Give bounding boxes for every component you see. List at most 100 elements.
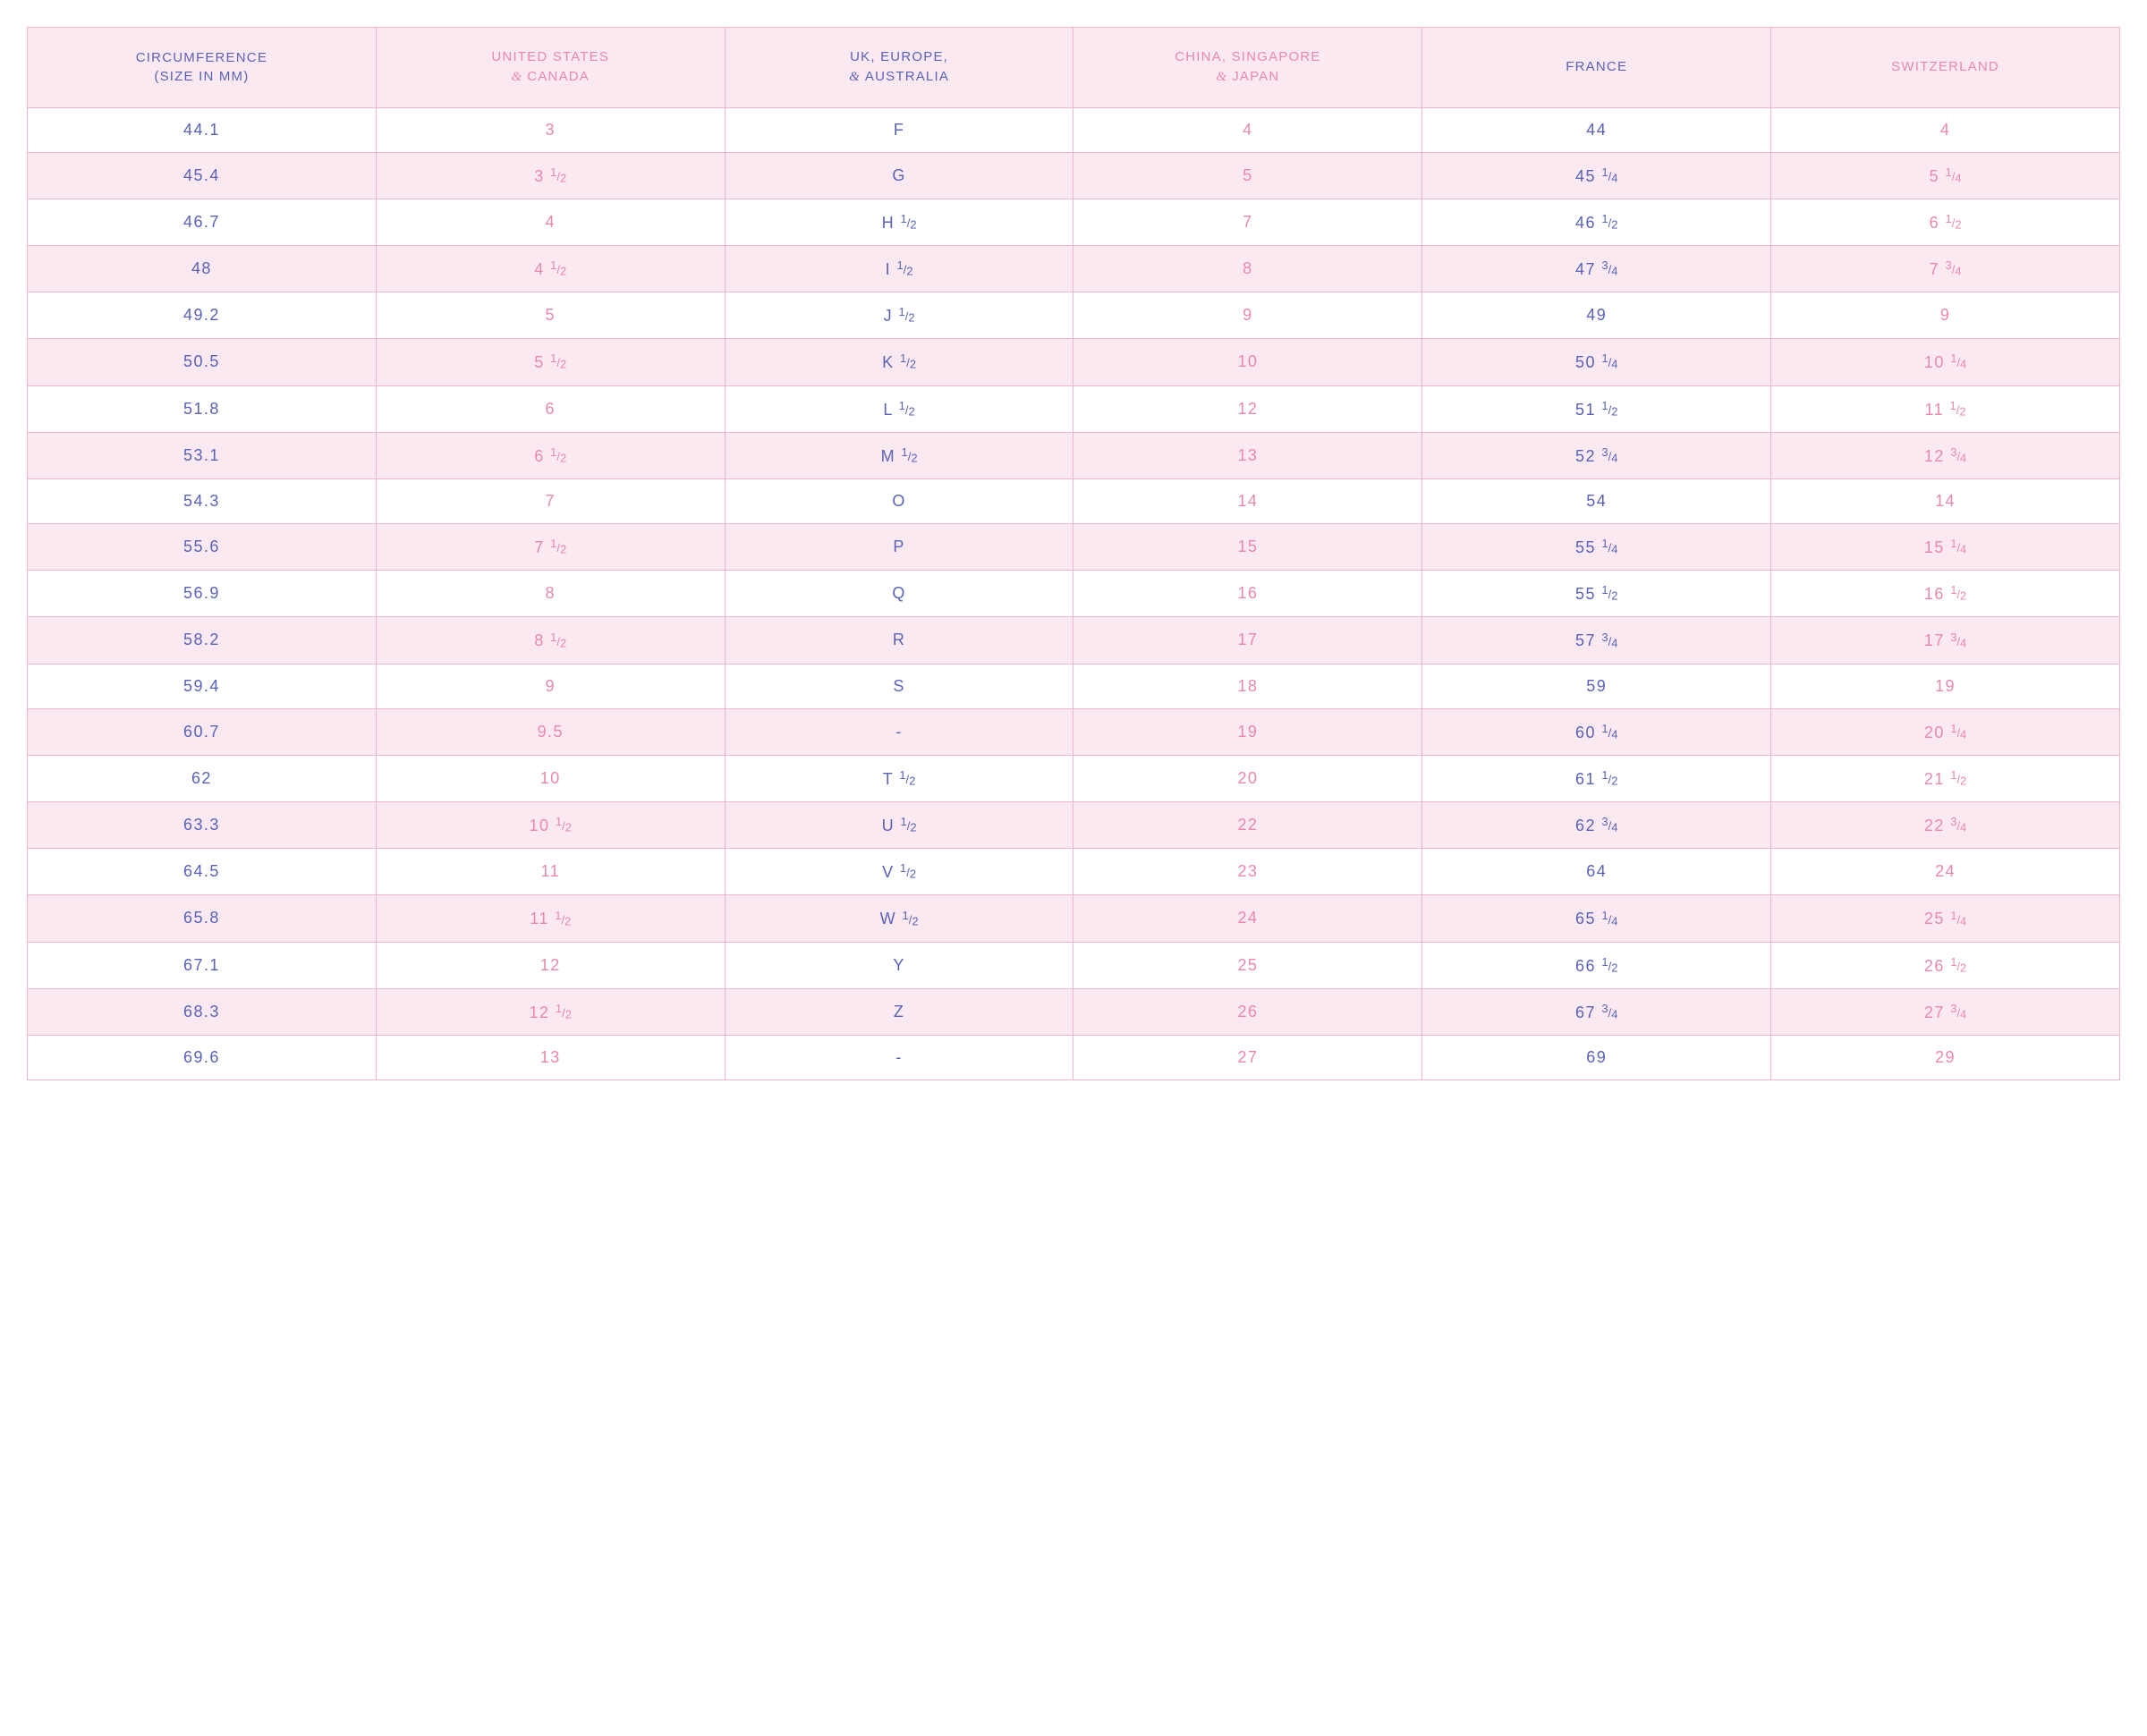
column-header: CIRCUMFERENCE(SIZE IN MM) [28, 28, 377, 108]
table-cell: 61 1/2 [1422, 755, 1771, 801]
table-cell: 7 [376, 478, 725, 523]
table-cell: 9 [1771, 292, 2120, 339]
table-row: 50.55 1/2K 1/21050 1/410 1/4 [28, 339, 2120, 385]
column-header: SWITZERLAND [1771, 28, 2120, 108]
table-cell: 27 [1074, 1035, 1422, 1080]
table-cell: 4 [1074, 107, 1422, 152]
table-cell: 23 [1074, 849, 1422, 895]
table-cell: - [725, 1035, 1074, 1080]
table-cell: 7 [1074, 199, 1422, 245]
table-cell: 9 [1074, 292, 1422, 339]
table-header: CIRCUMFERENCE(SIZE IN MM)UNITED STATES& … [28, 28, 2120, 108]
table-row: 44.13F4444 [28, 107, 2120, 152]
table-cell: 17 [1074, 617, 1422, 664]
table-cell: 14 [1074, 478, 1422, 523]
table-cell: 18 [1074, 664, 1422, 708]
table-cell: 11 1/2 [1771, 385, 2120, 432]
table-cell: S [725, 664, 1074, 708]
table-row: 49.25J 1/29499 [28, 292, 2120, 339]
table-cell: 4 1/2 [376, 245, 725, 292]
table-cell: 29 [1771, 1035, 2120, 1080]
table-cell: W 1/2 [725, 895, 1074, 942]
table-cell: 27 3/4 [1771, 988, 2120, 1035]
column-header: UK, EUROPE,& AUSTRALIA [725, 28, 1074, 108]
table-row: 69.613-276929 [28, 1035, 2120, 1080]
column-header: FRANCE [1422, 28, 1771, 108]
ring-size-table: CIRCUMFERENCE(SIZE IN MM)UNITED STATES& … [27, 27, 2120, 1080]
table-cell: 12 [1074, 385, 1422, 432]
table-cell: U 1/2 [725, 801, 1074, 848]
table-cell: 9 [376, 664, 725, 708]
table-cell: O [725, 478, 1074, 523]
table-row: 6210T 1/22061 1/221 1/2 [28, 755, 2120, 801]
table-cell: 5 1/4 [1771, 152, 2120, 199]
table-cell: 8 [1074, 245, 1422, 292]
table-cell: 49.2 [28, 292, 377, 339]
table-row: 59.49S185919 [28, 664, 2120, 708]
table-cell: Z [725, 988, 1074, 1035]
table-cell: 6 [376, 385, 725, 432]
table-cell: 20 [1074, 755, 1422, 801]
table-cell: 53.1 [28, 432, 377, 478]
table-cell: 3 [376, 107, 725, 152]
table-row: 53.16 1/2M 1/21352 3/412 3/4 [28, 432, 2120, 478]
column-header: CHINA, SINGAPORE& JAPAN [1074, 28, 1422, 108]
table-cell: 10 [1074, 339, 1422, 385]
table-cell: G [725, 152, 1074, 199]
table-cell: 65 1/4 [1422, 895, 1771, 942]
table-cell: 67 3/4 [1422, 988, 1771, 1035]
table-row: 56.98Q1655 1/216 1/2 [28, 571, 2120, 617]
table-cell: 25 [1074, 942, 1422, 988]
table-cell: 22 3/4 [1771, 801, 2120, 848]
table-cell: 47 3/4 [1422, 245, 1771, 292]
table-cell: 9.5 [376, 708, 725, 755]
table-body: 44.13F444445.43 1/2G545 1/45 1/446.74H 1… [28, 107, 2120, 1080]
table-cell: 69 [1422, 1035, 1771, 1080]
table-cell: M 1/2 [725, 432, 1074, 478]
table-row: 60.79.5-1960 1/420 1/4 [28, 708, 2120, 755]
table-row: 484 1/2I 1/2847 3/47 3/4 [28, 245, 2120, 292]
table-row: 45.43 1/2G545 1/45 1/4 [28, 152, 2120, 199]
table-cell: 12 [376, 942, 725, 988]
table-row: 68.312 1/2Z2667 3/427 3/4 [28, 988, 2120, 1035]
table-cell: 66 1/2 [1422, 942, 1771, 988]
table-cell: 15 [1074, 523, 1422, 570]
table-cell: H 1/2 [725, 199, 1074, 245]
table-cell: 44 [1422, 107, 1771, 152]
table-cell: 11 [376, 849, 725, 895]
table-cell: 52 3/4 [1422, 432, 1771, 478]
table-cell: 17 3/4 [1771, 617, 2120, 664]
table-cell: 13 [1074, 432, 1422, 478]
table-cell: 25 1/4 [1771, 895, 2120, 942]
table-row: 55.67 1/2P1555 1/415 1/4 [28, 523, 2120, 570]
table-cell: 7 1/2 [376, 523, 725, 570]
table-cell: 16 [1074, 571, 1422, 617]
table-cell: 60.7 [28, 708, 377, 755]
table-cell: 8 [376, 571, 725, 617]
table-cell: 63.3 [28, 801, 377, 848]
table-cell: K 1/2 [725, 339, 1074, 385]
table-row: 54.37O145414 [28, 478, 2120, 523]
table-cell: 49 [1422, 292, 1771, 339]
table-cell: 62 3/4 [1422, 801, 1771, 848]
table-cell: - [725, 708, 1074, 755]
table-cell: 5 [376, 292, 725, 339]
table-cell: F [725, 107, 1074, 152]
table-cell: 50.5 [28, 339, 377, 385]
table-cell: I 1/2 [725, 245, 1074, 292]
table-cell: 26 1/2 [1771, 942, 2120, 988]
table-cell: 69.6 [28, 1035, 377, 1080]
table-cell: 21 1/2 [1771, 755, 2120, 801]
table-row: 51.86L 1/21251 1/211 1/2 [28, 385, 2120, 432]
table-cell: 64.5 [28, 849, 377, 895]
table-cell: 55 1/2 [1422, 571, 1771, 617]
table-cell: 59 [1422, 664, 1771, 708]
table-cell: 44.1 [28, 107, 377, 152]
table-cell: 6 1/2 [376, 432, 725, 478]
table-cell: 55 1/4 [1422, 523, 1771, 570]
table-cell: 13 [376, 1035, 725, 1080]
table-row: 46.74H 1/2746 1/26 1/2 [28, 199, 2120, 245]
table-cell: 62 [28, 755, 377, 801]
table-cell: 10 [376, 755, 725, 801]
table-cell: 58.2 [28, 617, 377, 664]
